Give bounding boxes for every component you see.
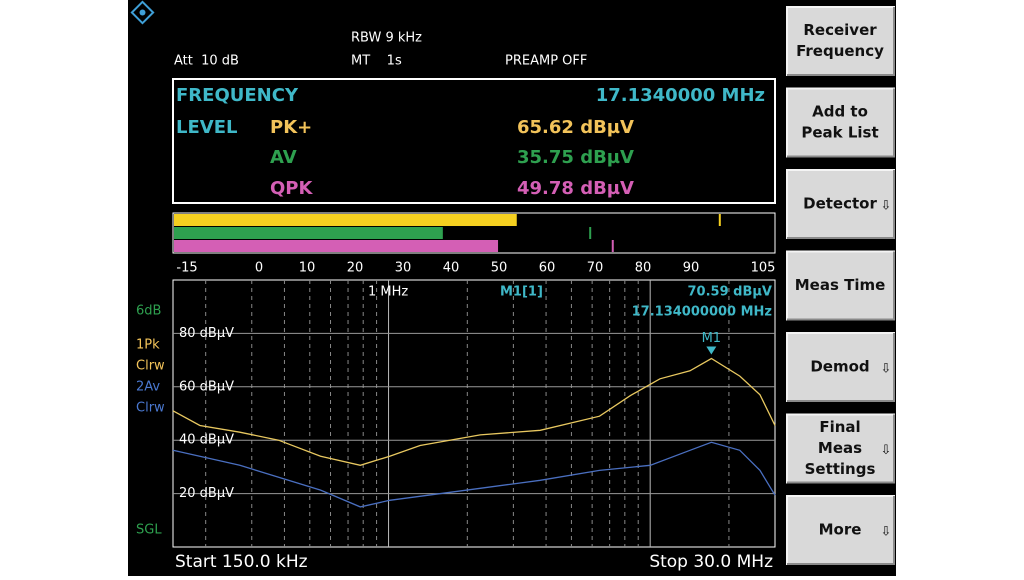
trace-label: Clrw [136,401,165,416]
att: Att 10 dB [174,54,239,69]
trace-label: 6dB [136,304,161,319]
trace-label: SGL [136,523,162,538]
y-tick-label: 20 dBµV [179,486,234,501]
softkey-face [786,169,895,239]
detector-value: 49.78 dBµV [517,178,634,199]
detector-value: 65.62 dBµV [517,117,634,138]
marker-label: M1 [702,331,722,346]
softkey-text: Final [819,418,860,436]
bar-scale-label: 40 [443,261,460,276]
frequency-value: 17.1340000 MHz [596,85,765,106]
logo [130,0,155,25]
trace-label: 1Pk [136,338,160,353]
trace-label: Clrw [136,359,165,374]
mt: MT 1s [351,54,402,69]
softkey-shadow [787,170,895,239]
y-tick-label: 60 dBµV [179,379,234,394]
softkey-shadow [787,333,895,402]
bar-scale-label: 90 [683,261,700,276]
softkey-arrow: ⇩ [881,443,892,458]
level-bar [174,227,443,239]
bar-scale-label: 70 [587,261,604,276]
level-bar [174,214,517,226]
softkey[interactable]: Final Meas Settings ⇩ [786,413,895,484]
softkey[interactable]: Receiver Frequency [786,6,895,76]
softkey-shadow [787,7,895,76]
softkey-shadow [787,251,895,321]
bar-scale-label: 20 [347,261,364,276]
softkey-arrow: ⇩ [881,199,892,214]
bar-scale-label: 80 [635,261,652,276]
softkey-arrow: ⇩ [881,362,892,377]
rbw: RBW 9 kHz [351,31,422,46]
bar-scale-label: 10 [299,261,316,276]
detector-name: QPK [270,178,313,199]
frequency-label: FREQUENCY [176,85,299,106]
y-tick-label: 40 dBµV [179,433,234,448]
level-label: LEVEL [176,117,237,138]
softkey-arrow: ⇩ [881,525,892,540]
softkey-text: Receiver [803,21,877,39]
detector-value: 35.75 dBµV [517,147,634,168]
readout-box [172,78,776,204]
softkey-text: Add to [812,103,868,121]
softkey-shadow [787,88,895,158]
softkey-text: More [819,521,862,539]
softkey[interactable]: Demod ⇩ [786,332,895,402]
softkey-text: Settings [805,460,876,478]
bar-scale-label: 30 [395,261,412,276]
trace [172,441,776,508]
softkey-text: Meas [818,439,862,457]
start-label: Start 150.0 kHz [175,552,308,572]
softkey-face [786,6,895,76]
trace-label: 2Av [136,380,160,395]
softkey-text: Meas Time [795,276,886,294]
stop-label: Stop 30.0 MHz [649,552,773,572]
bar-scale-label: -15 [176,261,197,276]
marker-name: M1[1] [500,285,543,300]
marker [706,346,717,355]
softkey-text: Frequency [796,42,884,60]
softkey-face [786,332,895,402]
softkey-text: Detector [803,195,877,213]
softkey-shadow [787,496,895,565]
bar-scale-label: 60 [539,261,556,276]
softkey[interactable]: Add to Peak List [786,87,895,158]
softkey-face [786,250,895,321]
softkey[interactable]: Detector ⇩ [786,169,895,239]
bar-scale-label: 0 [255,261,263,276]
softkey-text: Demod [810,358,869,376]
softkey[interactable]: More ⇩ [786,495,895,565]
softkey-shadow [787,414,895,484]
marker-level: 70.59 dBµV [688,285,773,300]
y-tick-label: 80 dBµV [179,326,234,341]
marker-frequency: 17.134000000 MHz [632,305,772,320]
bar-scale-label: 50 [491,261,508,276]
level-bar [174,240,499,252]
softkey-face [786,87,895,158]
preamp: PREAMP OFF [505,54,587,69]
softkey[interactable]: Meas Time [786,250,895,321]
detector-name: AV [270,147,297,168]
softkey-text: Peak List [801,124,878,142]
trace [172,357,776,466]
graph-area [172,279,776,548]
x-annotation: 1 MHz [368,285,408,300]
detector-name: PK+ [270,117,312,138]
bar-scale-label: 105 [751,261,776,276]
